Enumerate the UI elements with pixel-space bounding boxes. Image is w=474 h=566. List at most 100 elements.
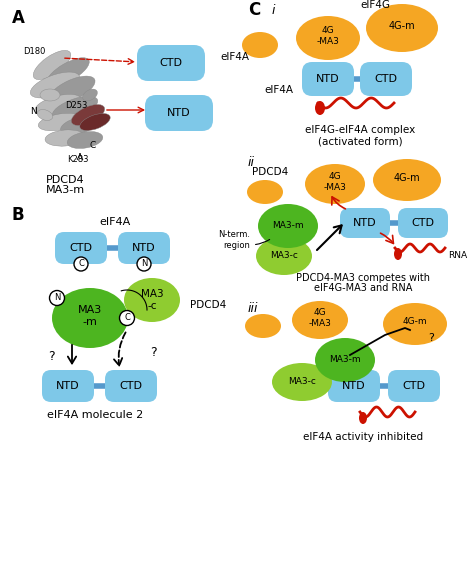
Ellipse shape (247, 180, 283, 204)
Text: iii: iii (248, 302, 258, 315)
Text: N: N (30, 108, 37, 117)
Text: N: N (141, 259, 147, 268)
Ellipse shape (67, 131, 103, 148)
Ellipse shape (359, 412, 367, 424)
Text: NTD: NTD (167, 108, 191, 118)
Text: K283: K283 (67, 156, 89, 165)
Text: MA3-m: MA3-m (272, 221, 304, 230)
Ellipse shape (61, 115, 100, 134)
Text: CTD: CTD (402, 381, 426, 391)
Text: eIF4A: eIF4A (100, 217, 131, 227)
Text: ?: ? (48, 349, 55, 362)
Ellipse shape (52, 288, 128, 348)
Ellipse shape (72, 105, 105, 126)
Text: PDCD4: PDCD4 (252, 167, 288, 177)
Text: MA3-m: MA3-m (46, 185, 84, 195)
Text: eIF4G: eIF4G (360, 0, 390, 10)
Text: NTD: NTD (56, 381, 80, 391)
Ellipse shape (256, 237, 312, 275)
FancyBboxPatch shape (398, 208, 448, 238)
Text: PDCD4: PDCD4 (190, 300, 226, 310)
Text: PDCD4-MA3 competes with: PDCD4-MA3 competes with (296, 273, 430, 283)
Text: RNA: RNA (448, 251, 467, 259)
Ellipse shape (272, 363, 332, 401)
FancyBboxPatch shape (137, 45, 205, 81)
Text: C: C (248, 1, 260, 19)
FancyBboxPatch shape (118, 232, 170, 264)
Ellipse shape (242, 32, 278, 58)
FancyBboxPatch shape (388, 370, 440, 402)
Text: 4G
-MA3: 4G -MA3 (317, 26, 339, 46)
FancyBboxPatch shape (55, 232, 107, 264)
Text: C: C (90, 140, 96, 149)
Text: 4G-m: 4G-m (403, 318, 428, 327)
Ellipse shape (33, 50, 71, 80)
Ellipse shape (49, 76, 95, 104)
Text: MA3-c: MA3-c (270, 251, 298, 260)
Text: N: N (54, 294, 60, 302)
Ellipse shape (38, 113, 82, 131)
Text: ?: ? (150, 345, 156, 358)
Text: D180: D180 (24, 48, 46, 57)
FancyBboxPatch shape (360, 62, 412, 96)
Text: 4G
-MA3: 4G -MA3 (324, 172, 346, 192)
Text: NTD: NTD (316, 74, 340, 84)
Ellipse shape (315, 338, 375, 382)
Ellipse shape (80, 113, 110, 131)
Text: NTD: NTD (342, 381, 366, 391)
Text: NTD: NTD (132, 243, 156, 253)
Text: ?: ? (428, 333, 434, 343)
Ellipse shape (82, 89, 97, 101)
Text: C: C (124, 314, 130, 323)
Text: B: B (12, 206, 25, 224)
Text: MA3
-c: MA3 -c (141, 289, 164, 311)
Ellipse shape (394, 248, 402, 260)
FancyBboxPatch shape (145, 95, 213, 131)
Ellipse shape (292, 301, 348, 339)
Text: eIF4A: eIF4A (220, 52, 249, 62)
Text: CTD: CTD (374, 74, 398, 84)
Ellipse shape (45, 130, 85, 146)
Text: eIF4G-eIF4A complex: eIF4G-eIF4A complex (305, 125, 415, 135)
Text: A: A (12, 9, 25, 27)
Text: eIF4A activity inhibited: eIF4A activity inhibited (303, 432, 423, 442)
Ellipse shape (37, 110, 53, 121)
Text: eIF4A: eIF4A (264, 85, 293, 95)
Text: MA3-m: MA3-m (329, 355, 361, 365)
Text: 4G-m: 4G-m (394, 173, 420, 183)
Text: eIF4A molecule 2: eIF4A molecule 2 (47, 410, 143, 420)
Text: MA3
-m: MA3 -m (78, 305, 102, 327)
Text: CTD: CTD (119, 381, 143, 391)
Ellipse shape (52, 96, 98, 120)
FancyBboxPatch shape (105, 370, 157, 402)
Ellipse shape (40, 89, 60, 101)
Ellipse shape (258, 204, 318, 248)
Ellipse shape (35, 95, 82, 115)
Text: ii: ii (248, 156, 255, 169)
Circle shape (74, 257, 88, 271)
FancyBboxPatch shape (302, 62, 354, 96)
Text: MA3-c: MA3-c (288, 378, 316, 387)
FancyBboxPatch shape (328, 370, 380, 402)
Ellipse shape (124, 278, 180, 322)
Text: CTD: CTD (70, 243, 92, 253)
Text: eIF4G-MA3 and RNA: eIF4G-MA3 and RNA (314, 283, 412, 293)
Ellipse shape (30, 72, 80, 98)
Text: NTD: NTD (353, 218, 377, 228)
Circle shape (119, 311, 135, 325)
Ellipse shape (366, 4, 438, 52)
Ellipse shape (383, 303, 447, 345)
Text: D253: D253 (65, 101, 88, 109)
Text: N-term.
region: N-term. region (218, 230, 270, 250)
Text: 4G
-MA3: 4G -MA3 (309, 308, 331, 328)
Text: (activated form): (activated form) (318, 136, 402, 146)
Text: PDCD4: PDCD4 (46, 175, 84, 185)
FancyBboxPatch shape (340, 208, 390, 238)
Ellipse shape (296, 16, 360, 60)
Text: CTD: CTD (159, 58, 182, 68)
Ellipse shape (47, 58, 89, 86)
Text: C: C (78, 259, 84, 268)
Circle shape (49, 290, 64, 306)
Ellipse shape (373, 159, 441, 201)
Ellipse shape (315, 101, 325, 115)
